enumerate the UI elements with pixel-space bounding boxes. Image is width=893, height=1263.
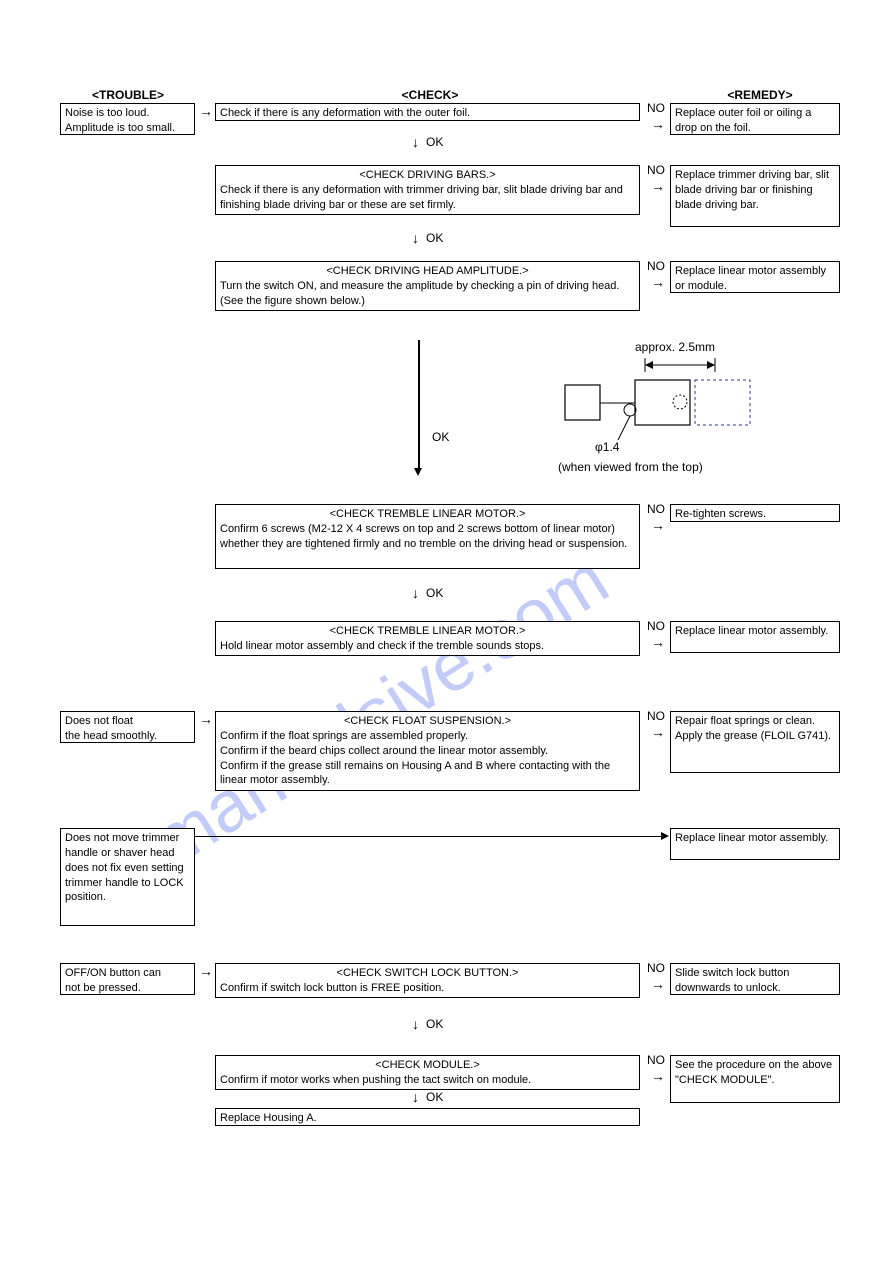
down-7: ↓ <box>412 1016 419 1032</box>
check-6-title: <CHECK FLOAT SUSPENSION.> <box>220 714 635 729</box>
down-4: ↓ <box>412 585 419 601</box>
remedy-4: Re-tighten screws. <box>670 504 840 522</box>
no-3: NO <box>647 259 665 273</box>
down-1: ↓ <box>412 134 419 150</box>
check-6-body: Confirm if the float springs are assembl… <box>220 729 635 788</box>
check-1: Check if there is any deformation with t… <box>215 103 640 121</box>
header-remedy: <REMEDY> <box>710 88 810 102</box>
ok-3: OK <box>432 430 449 444</box>
check-4: <CHECK TREMBLE LINEAR MOTOR.> Confirm 6 … <box>215 504 640 569</box>
fig-caption: (when viewed from the top) <box>558 460 703 474</box>
arr-1: → <box>651 116 665 132</box>
line-t3-r7 <box>195 836 663 837</box>
down-8: ↓ <box>412 1089 419 1105</box>
trouble-trimmer: Does not move trimmer handle or shaver h… <box>60 828 195 926</box>
no-6: NO <box>647 709 665 723</box>
check-6: <CHECK FLOAT SUSPENSION.> Confirm if the… <box>215 711 640 791</box>
no-4: NO <box>647 502 665 516</box>
remedy-2-body: Replace trimmer driving bar, slit blade … <box>675 168 835 213</box>
remedy-6: Repair float springs or clean. Apply the… <box>670 711 840 773</box>
page: manualsive.com <TROUBLE> <CHECK> <REMEDY… <box>0 0 893 1263</box>
arr-3: → <box>651 274 665 290</box>
ok-8: OK <box>426 1090 443 1104</box>
check-9: Replace Housing A. <box>215 1108 640 1126</box>
remedy-3-body: Replace linear motor assembly or module. <box>675 264 835 294</box>
arr-5: → <box>651 634 665 650</box>
trouble-offon-line1: OFF/ON button can <box>65 966 190 981</box>
check-3: <CHECK DRIVING HEAD AMPLITUDE.> Turn the… <box>215 261 640 311</box>
ok-1: OK <box>426 135 443 149</box>
check-4-body: Confirm 6 screws (M2-12 X 4 screws on to… <box>220 522 635 552</box>
arr-9: → <box>651 1068 665 1084</box>
arr-6: → <box>651 724 665 740</box>
no-8: NO <box>647 961 665 975</box>
no-9: NO <box>647 1053 665 1067</box>
arrowhead-t3-r7 <box>661 832 669 840</box>
remedy-2: Replace trimmer driving bar, slit blade … <box>670 165 840 227</box>
arrow-t2-c6: → <box>199 711 213 727</box>
check-8-title: <CHECK MODULE.> <box>220 1058 635 1073</box>
no-1: NO <box>647 101 665 115</box>
check-1-body: Check if there is any deformation with t… <box>220 106 635 121</box>
remedy-5: Replace linear motor assembly. <box>670 621 840 653</box>
check-8-body: Confirm if motor works when pushing the … <box>220 1073 635 1088</box>
check-2-title: <CHECK DRIVING BARS.> <box>220 168 635 183</box>
trouble-float-line1: Does not float <box>65 714 190 729</box>
down-2: ↓ <box>412 230 419 246</box>
remedy-1: Replace outer foil or oiling a drop on t… <box>670 103 840 135</box>
check-3-body: Turn the switch ON, and measure the ampl… <box>220 279 635 309</box>
remedy-5-body: Replace linear motor assembly. <box>675 624 835 639</box>
check-5: <CHECK TREMBLE LINEAR MOTOR.> Hold linea… <box>215 621 640 656</box>
trouble-offon: OFF/ON button can not be pressed. <box>60 963 195 995</box>
remedy-1-body: Replace outer foil or oiling a drop on t… <box>675 106 835 136</box>
check-4-title: <CHECK TREMBLE LINEAR MOTOR.> <box>220 507 635 522</box>
remedy-9-body: See the procedure on the above "CHECK MO… <box>675 1058 835 1088</box>
check-2-body: Check if there is any deformation with t… <box>220 183 635 213</box>
check-8: <CHECK MODULE.> Confirm if motor works w… <box>215 1055 640 1090</box>
trouble-noise: Noise is too loud. Amplitude is too smal… <box>60 103 195 135</box>
trouble-noise-line1: Noise is too loud. <box>65 106 190 121</box>
trouble-trimmer-body: Does not move trimmer handle or shaver h… <box>65 831 190 905</box>
line-c3-c4 <box>418 340 420 470</box>
check-3-title: <CHECK DRIVING HEAD AMPLITUDE.> <box>220 264 635 279</box>
remedy-7: Replace linear motor assembly. <box>670 828 840 860</box>
check-5-title: <CHECK TREMBLE LINEAR MOTOR.> <box>220 624 635 639</box>
remedy-7-body: Replace linear motor assembly. <box>675 831 835 846</box>
fig-phi: φ1.4 <box>595 440 619 454</box>
fig-approx: approx. 2.5mm <box>635 340 715 354</box>
ok-4: OK <box>426 586 443 600</box>
remedy-9: See the procedure on the above "CHECK MO… <box>670 1055 840 1103</box>
no-2: NO <box>647 163 665 177</box>
ok-2: OK <box>426 231 443 245</box>
no-5: NO <box>647 619 665 633</box>
figure-svg <box>560 355 780 450</box>
check-5-body: Hold linear motor assembly and check if … <box>220 639 635 654</box>
check-2: <CHECK DRIVING BARS.> Check if there is … <box>215 165 640 215</box>
remedy-6-body: Repair float springs or clean. Apply the… <box>675 714 835 744</box>
arr-4: → <box>651 517 665 533</box>
trouble-noise-line2: Amplitude is too small. <box>65 121 190 136</box>
arr-2: → <box>651 178 665 194</box>
header-trouble: <TROUBLE> <box>78 88 178 102</box>
remedy-4-body: Re-tighten screws. <box>675 507 835 522</box>
arrowhead-c3-c4 <box>414 468 422 476</box>
trouble-offon-line2: not be pressed. <box>65 981 190 996</box>
check-7: <CHECK SWITCH LOCK BUTTON.> Confirm if s… <box>215 963 640 998</box>
arrow-t1-c1: → <box>199 103 213 119</box>
arrow-t4-c7: → <box>199 963 213 979</box>
trouble-float: Does not float the head smoothly. <box>60 711 195 743</box>
check-7-title: <CHECK SWITCH LOCK BUTTON.> <box>220 966 635 981</box>
check-9-body: Replace Housing A. <box>220 1111 635 1126</box>
remedy-8-body: Slide switch lock button downwards to un… <box>675 966 835 996</box>
trouble-float-line2: the head smoothly. <box>65 729 190 744</box>
ok-7: OK <box>426 1017 443 1031</box>
header-check: <CHECK> <box>380 88 480 102</box>
arr-8: → <box>651 976 665 992</box>
remedy-8: Slide switch lock button downwards to un… <box>670 963 840 995</box>
remedy-3: Replace linear motor assembly or module. <box>670 261 840 293</box>
check-7-body: Confirm if switch lock button is FREE po… <box>220 981 635 996</box>
